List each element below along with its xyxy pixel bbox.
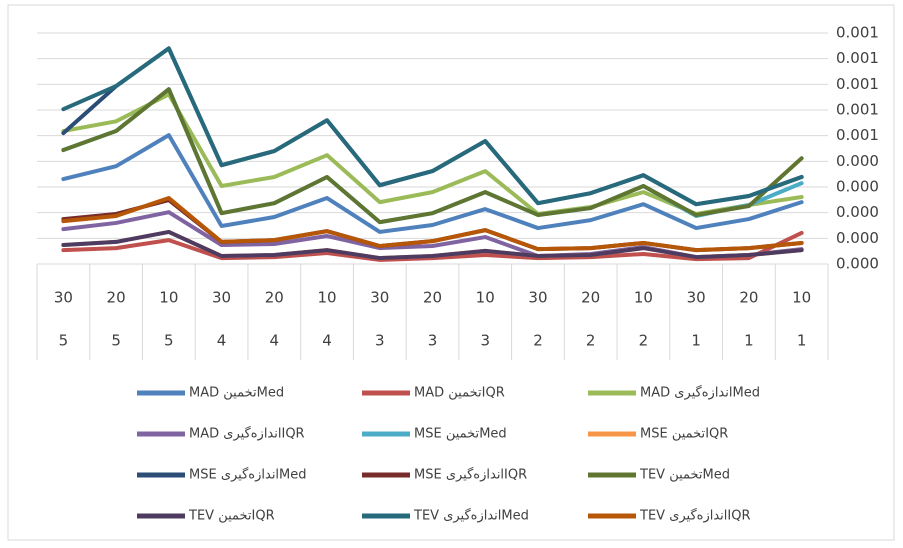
- y-tick-label: 0.000: [836, 255, 879, 273]
- y-tick-label: 0.000: [836, 229, 879, 247]
- y-tick-label: 0.001: [836, 75, 879, 93]
- x-group-label: 3: [375, 332, 385, 350]
- y-tick-label: 0.001: [836, 126, 879, 144]
- legend-label: TEV اندازه‌گیریMed: [413, 508, 529, 524]
- x-group-label: 5: [111, 332, 121, 350]
- x-group-label: 4: [217, 332, 227, 350]
- series-line: [61, 46, 804, 207]
- x-group-label: 2: [533, 332, 543, 350]
- legend-label: MSE تخمینMed: [414, 427, 507, 442]
- x-group-label: 3: [480, 332, 490, 350]
- x-group-label: 2: [639, 332, 649, 350]
- legend-label: TEV تخمینIQR: [188, 509, 275, 524]
- x-tick-label: 30: [370, 289, 389, 307]
- x-group-label: 1: [797, 332, 807, 350]
- series-line: [61, 87, 804, 225]
- x-group-label: 4: [270, 332, 280, 350]
- legend-label: MAD اندازه‌گیریMed: [640, 385, 760, 401]
- x-group-label: 2: [586, 332, 596, 350]
- series-line: [61, 133, 804, 234]
- x-group-label: 1: [691, 332, 701, 350]
- series-line: [61, 229, 804, 261]
- y-tick-label: 0.001: [836, 24, 879, 42]
- y-tick-label: 0.000: [836, 203, 879, 221]
- legend-label: MAD اندازه‌گیریIQR: [189, 426, 305, 442]
- legend-label: TEV اندازه‌گیریIQR: [639, 508, 751, 524]
- legend-label: TEV تخمینMed: [639, 468, 730, 483]
- x-group-label: 1: [744, 332, 754, 350]
- x-tick-label: 10: [317, 289, 336, 307]
- x-tick-label: 20: [265, 289, 284, 307]
- x-tick-label: 10: [634, 289, 653, 307]
- y-tick-label: 0.001: [836, 49, 879, 67]
- x-tick-label: 20: [739, 289, 758, 307]
- x-group-label: 4: [322, 332, 332, 350]
- y-tick-label: 0.000: [836, 178, 879, 196]
- x-group-label: 5: [59, 332, 69, 350]
- x-tick-label: 10: [792, 289, 811, 307]
- legend-label: MSE تخمینIQR: [640, 427, 728, 442]
- y-tick-label: 0.000: [836, 152, 879, 170]
- x-tick-label: 10: [159, 289, 178, 307]
- legend-label: MAD تخمینMed: [189, 386, 284, 401]
- x-tick-label: 20: [581, 289, 600, 307]
- chart-border: [7, 4, 895, 541]
- x-tick-label: 30: [528, 289, 547, 307]
- series-line: [61, 230, 804, 262]
- x-tick-label: 20: [423, 289, 442, 307]
- series-line: [61, 196, 804, 253]
- x-tick-label: 10: [476, 289, 495, 307]
- legend-label: MSE اندازه‌گیریMed: [189, 467, 307, 483]
- y-tick-label: 0.001: [836, 101, 879, 119]
- x-tick-label: 30: [54, 289, 73, 307]
- x-group-label: 5: [164, 332, 174, 350]
- x-tick-label: 30: [212, 289, 231, 307]
- x-tick-label: 30: [687, 289, 706, 307]
- x-tick-label: 20: [107, 289, 126, 307]
- legend-label: MAD تخمینIQR: [414, 386, 505, 401]
- legend-label: MSE اندازه‌گیریIQR: [414, 467, 527, 483]
- x-group-label: 3: [428, 332, 438, 350]
